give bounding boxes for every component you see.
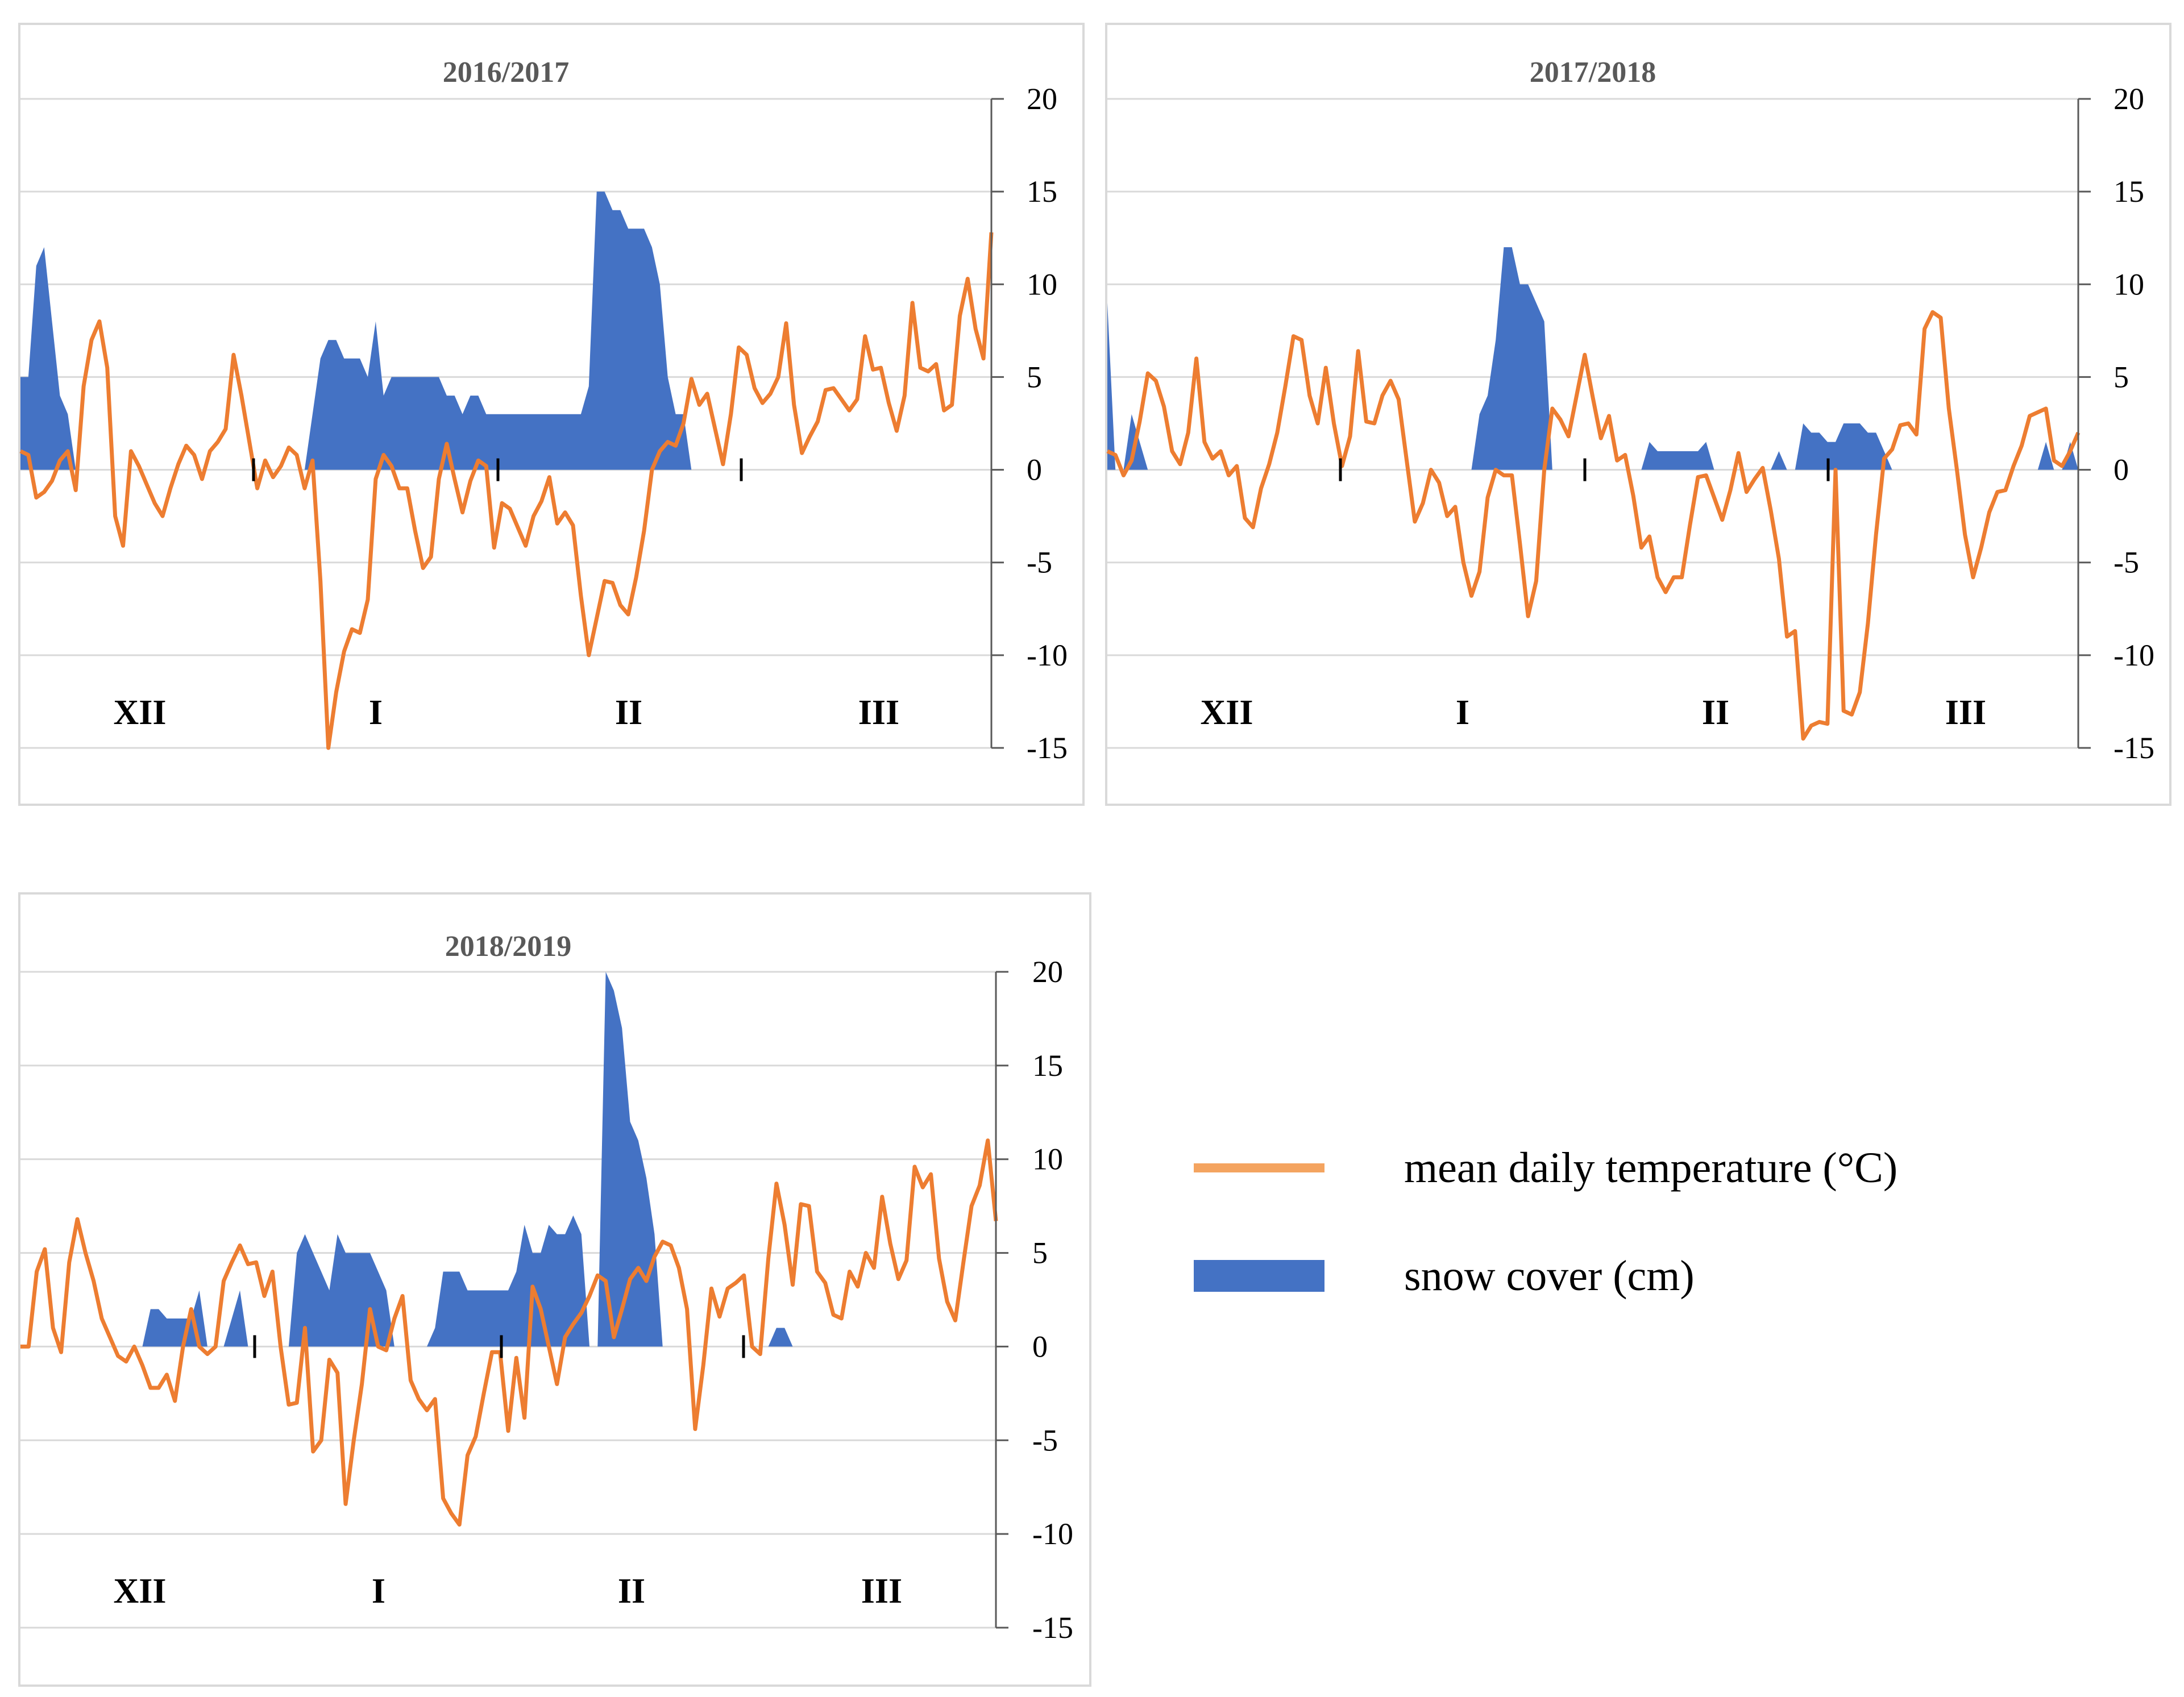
- y-tick-label: -15: [1027, 731, 1068, 765]
- month-label: I: [1456, 693, 1469, 732]
- month-label: XII: [113, 693, 166, 732]
- legend-swatch-temperature: [1194, 1163, 1324, 1172]
- chart-title: 2016/2017: [443, 56, 569, 89]
- y-tick-label: -5: [1032, 1423, 1058, 1457]
- y-tick-label: -5: [2114, 546, 2139, 580]
- snow-cover-area: [20, 972, 1020, 1347]
- chart-panel-2016-2017: 20 15 10 5 0 -5 -10 -15 XII I II III 2016/2017: [18, 23, 1085, 806]
- snow-cover-area: [20, 192, 991, 470]
- y-tick-label: 20: [2114, 82, 2144, 116]
- month-label: XII: [113, 1572, 166, 1611]
- month-label: XII: [1200, 693, 1253, 732]
- month-label: III: [1945, 693, 1986, 732]
- y-tick-label: -15: [2114, 731, 2154, 765]
- y-tick-label: 15: [2114, 174, 2144, 209]
- y-tick-label: 20: [1032, 955, 1063, 989]
- month-label: II: [615, 693, 642, 732]
- y-tick-label: 5: [1027, 360, 1042, 394]
- y-tick-label: 5: [1032, 1236, 1048, 1270]
- y-tick-label: -10: [1032, 1517, 1073, 1551]
- month-label: II: [1702, 693, 1729, 732]
- y-tick-label: 15: [1032, 1049, 1063, 1083]
- month-label: II: [618, 1572, 645, 1611]
- temperature-line: [19, 232, 994, 750]
- chart-title: 2018/2019: [445, 930, 571, 963]
- y-tick-label: 10: [1027, 267, 1057, 301]
- y-tick-label: -10: [2114, 638, 2154, 672]
- chart-panel-2018-2019: 20 15 10 5 0 -5 -10 -15 XII I II III 2018/2019: [18, 892, 1091, 1687]
- chart-title: 2017/2018: [1530, 56, 1656, 89]
- month-label: III: [858, 693, 899, 732]
- snow-cover-area: [1107, 247, 2087, 470]
- month-label: I: [372, 1572, 385, 1611]
- month-label: I: [369, 693, 383, 732]
- y-tick-label: 10: [1032, 1142, 1063, 1176]
- y-tick-label: 0: [1027, 453, 1042, 487]
- y-tick-label: -10: [1027, 638, 1068, 672]
- legend-item-temperature: mean daily temperature (°C): [1194, 1142, 1897, 1193]
- y-tick-label: 10: [2114, 267, 2144, 301]
- y-tick-label: -5: [1027, 546, 1052, 580]
- legend-label-snow: snow cover (cm): [1404, 1251, 1695, 1300]
- chart-panel-2017-2018: 20 15 10 5 0 -5 -10 -15 XII I II III 2017/2018: [1105, 23, 2171, 806]
- legend: mean daily temperature (°C) snow cover (…: [1194, 1131, 2160, 1347]
- legend-label-temperature: mean daily temperature (°C): [1404, 1143, 1898, 1192]
- y-tick-label: 0: [1032, 1329, 1048, 1363]
- legend-item-snow: snow cover (cm): [1194, 1250, 1695, 1301]
- legend-swatch-snow: [1194, 1260, 1324, 1292]
- y-tick-label: 20: [1027, 82, 1057, 116]
- y-tick-label: 0: [2114, 453, 2129, 487]
- temperature-line: [1106, 310, 2081, 741]
- y-tick-label: 15: [1027, 174, 1057, 209]
- y-tick-label: 5: [2114, 360, 2129, 394]
- y-tick-label: -15: [1032, 1611, 1073, 1645]
- month-label: III: [861, 1572, 902, 1611]
- temperature-line: [20, 1138, 998, 1527]
